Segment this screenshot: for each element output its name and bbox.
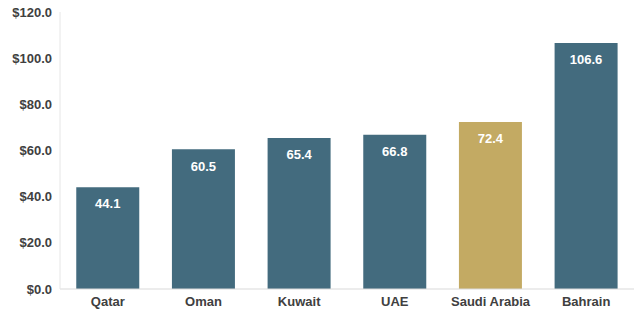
svg-text:66.8: 66.8 bbox=[382, 144, 407, 159]
svg-text:60.5: 60.5 bbox=[191, 159, 216, 174]
svg-text:65.4: 65.4 bbox=[286, 147, 312, 162]
svg-text:$0.0: $0.0 bbox=[27, 282, 52, 297]
svg-text:Kuwait: Kuwait bbox=[278, 294, 321, 309]
svg-text:$120.0: $120.0 bbox=[12, 5, 52, 20]
svg-text:106.6: 106.6 bbox=[570, 52, 603, 67]
svg-text:72.4: 72.4 bbox=[478, 131, 504, 146]
svg-text:UAE: UAE bbox=[381, 294, 409, 309]
svg-text:Oman: Oman bbox=[185, 294, 222, 309]
svg-text:$100.0: $100.0 bbox=[12, 51, 52, 66]
svg-text:Qatar: Qatar bbox=[91, 294, 125, 309]
svg-text:$20.0: $20.0 bbox=[19, 235, 52, 250]
svg-text:44.1: 44.1 bbox=[95, 196, 120, 211]
svg-text:$80.0: $80.0 bbox=[19, 97, 52, 112]
svg-text:Bahrain: Bahrain bbox=[562, 294, 610, 309]
svg-text:Saudi Arabia: Saudi Arabia bbox=[451, 294, 531, 309]
svg-text:$60.0: $60.0 bbox=[19, 143, 52, 158]
svg-text:$40.0: $40.0 bbox=[19, 189, 52, 204]
